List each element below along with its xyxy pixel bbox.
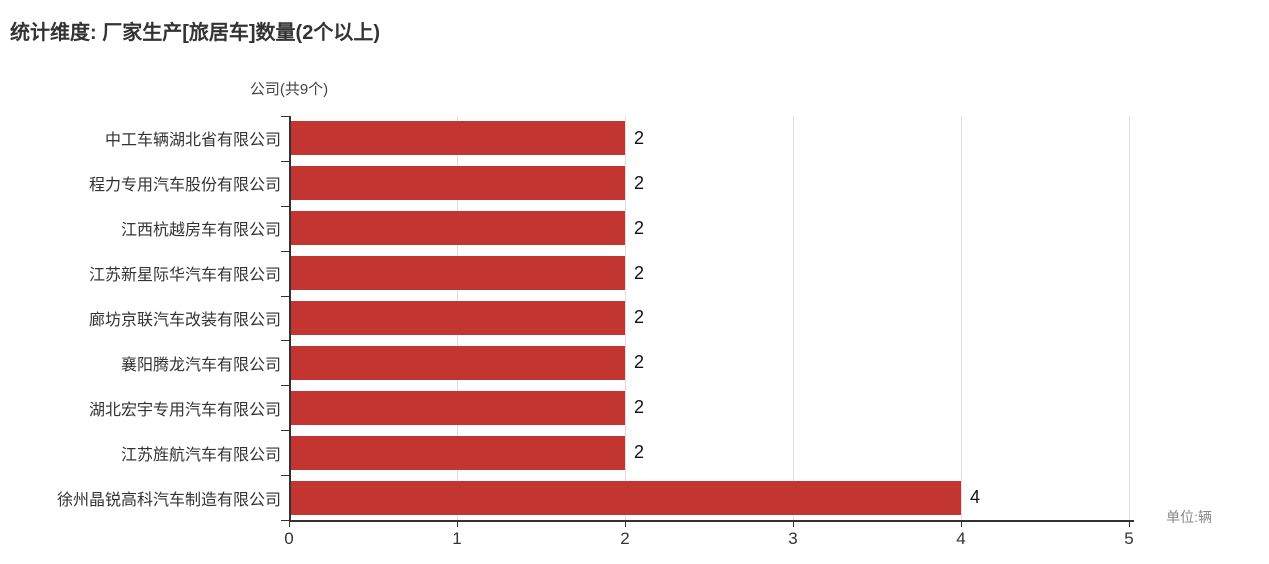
- gridline: [625, 116, 626, 520]
- y-axis-tick: [281, 475, 289, 477]
- value-label: 2: [634, 307, 645, 328]
- bar[interactable]: [289, 121, 625, 156]
- category-label: 廊坊京联汽车改装有限公司: [88, 311, 281, 329]
- x-tick-label: 0: [284, 529, 294, 548]
- x-axis-tick: [289, 521, 290, 527]
- x-axis-tick: [457, 521, 458, 527]
- bar[interactable]: [289, 345, 625, 380]
- y-axis-tick: [281, 520, 289, 521]
- x-axis-tick: [793, 521, 794, 527]
- bar[interactable]: [289, 301, 625, 335]
- category-label: 江苏旌航汽车有限公司: [120, 446, 281, 464]
- bar[interactable]: [289, 166, 625, 201]
- category-label: 徐州晶锐高科汽车制造有限公司: [56, 491, 281, 509]
- value-label: 4: [970, 487, 981, 508]
- y-axis-tick: [281, 295, 289, 297]
- chart-title: 统计维度: 厂家生产[旅居车]数量(2个以上): [10, 22, 380, 44]
- value-label: 2: [634, 262, 645, 283]
- gridline: [793, 116, 794, 520]
- value-label: 2: [634, 172, 645, 193]
- category-label: 襄阳腾龙汽车有限公司: [120, 356, 281, 374]
- bar[interactable]: [289, 211, 625, 246]
- value-label: 2: [634, 352, 645, 373]
- y-axis-tick: [281, 116, 289, 117]
- bar[interactable]: [289, 435, 625, 470]
- x-tick-label: 5: [1124, 529, 1134, 548]
- unit-label: 单位:辆: [1166, 509, 1212, 525]
- category-label: 中工车辆湖北省有限公司: [104, 132, 281, 150]
- y-axis-tick: [281, 430, 289, 432]
- bar[interactable]: [289, 256, 625, 291]
- gridline: [1129, 116, 1130, 520]
- category-label: 湖北宏宇专用汽车有限公司: [88, 401, 281, 419]
- x-axis-tick: [1129, 521, 1130, 527]
- y-axis-tick: [281, 385, 289, 387]
- y-axis-tick: [281, 205, 289, 207]
- category-label: 江西杭越房车有限公司: [120, 222, 281, 240]
- x-tick-label: 4: [956, 529, 966, 548]
- bar[interactable]: [289, 390, 625, 425]
- y-axis-tick: [281, 160, 289, 162]
- x-tick-label: 2: [620, 529, 630, 548]
- x-axis-tick: [961, 521, 962, 527]
- x-axis-tick: [625, 521, 626, 527]
- y-axis-tick: [281, 250, 289, 252]
- value-label: 2: [634, 217, 645, 238]
- y-axis-line: [289, 116, 291, 521]
- x-tick-label: 1: [452, 529, 462, 548]
- y-axis-name: 公司(共9个): [249, 81, 329, 98]
- value-label: 2: [634, 442, 645, 463]
- x-tick-label: 3: [788, 529, 798, 548]
- value-label: 2: [634, 127, 645, 148]
- bar[interactable]: [289, 480, 961, 515]
- value-label: 2: [634, 397, 645, 418]
- gridline: [961, 116, 962, 520]
- category-label: 江苏新星际华汽车有限公司: [88, 267, 281, 285]
- x-axis-line: [289, 520, 1134, 522]
- y-axis-tick: [281, 340, 289, 342]
- category-label: 程力专用汽车股份有限公司: [88, 177, 281, 195]
